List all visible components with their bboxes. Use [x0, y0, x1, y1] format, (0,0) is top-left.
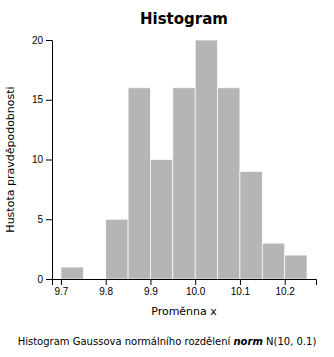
- tick-mark: [106, 279, 107, 285]
- tick-label: 20: [32, 35, 44, 46]
- tick-mark: [46, 160, 52, 161]
- axis-line: [53, 280, 317, 286]
- tick: 10.1: [231, 279, 251, 297]
- x-axis: 9.7 9.8 9.9 10.0 10.1 10.2: [53, 279, 317, 297]
- bar: [150, 160, 172, 280]
- plot: 9.7 9.8 9.9 10.0 10.1 10.2 0 5 10 15 20: [32, 35, 317, 297]
- bar: [83, 279, 105, 280]
- caption-part: norm: [234, 336, 263, 347]
- tick-mark: [195, 279, 196, 285]
- y-axis-title: Hustota pravděpodobnosti: [4, 86, 17, 232]
- tick-label: 0: [37, 274, 43, 285]
- tick: 10: [32, 154, 52, 165]
- tick-mark: [285, 279, 286, 285]
- tick: 9.7: [54, 279, 68, 297]
- title: Histogram: [140, 10, 228, 28]
- tick-label: 15: [32, 94, 44, 105]
- tick: 0: [37, 274, 52, 285]
- tick-mark: [46, 279, 52, 280]
- bar: [128, 88, 150, 279]
- tick: 5: [37, 214, 52, 225]
- tick: 10.2: [275, 279, 295, 297]
- tick-label: 10: [32, 154, 44, 165]
- axis-line: [46, 41, 53, 280]
- tick-label: 5: [37, 214, 43, 225]
- bar: [240, 171, 262, 279]
- chart: 9.7 9.8 9.9 10.0 10.1 10.2 0 5 10 15 20 Histogram Pr…: [0, 0, 334, 357]
- caption-part: Histogram Gaussova normálního rozdělení: [18, 336, 234, 347]
- tick-mark: [46, 40, 52, 41]
- bar: [218, 88, 240, 279]
- tick-label: 10.1: [231, 286, 251, 297]
- bar: [262, 243, 284, 279]
- tick-label: 9.8: [99, 286, 113, 297]
- bar: [195, 40, 217, 279]
- tick: 9.8: [99, 279, 113, 297]
- bars: [61, 40, 307, 279]
- tick: 20: [32, 35, 52, 46]
- y-axis: 0 5 10 15 20: [32, 35, 53, 285]
- bar: [106, 219, 128, 279]
- bar: [173, 88, 195, 279]
- tick-label: 9.7: [54, 286, 68, 297]
- tick-mark: [240, 279, 241, 285]
- tick-label: 9.9: [144, 286, 158, 297]
- tick-label: 10.2: [275, 286, 295, 297]
- tick-mark: [46, 219, 52, 220]
- tick: 9.9: [144, 279, 158, 297]
- tick-label: 10.0: [186, 286, 206, 297]
- x-axis-title: Proměnna x: [151, 305, 217, 318]
- tick-mark: [150, 279, 151, 285]
- bar: [285, 255, 307, 279]
- tick-mark: [61, 279, 62, 285]
- caption: Histogram Gaussova normálního rozdělení …: [18, 336, 317, 347]
- bar: [61, 267, 83, 279]
- caption-part: N(10, 0.1): [263, 336, 317, 347]
- tick: 10.0: [186, 279, 206, 297]
- tick-mark: [46, 100, 52, 101]
- tick: 15: [32, 94, 52, 105]
